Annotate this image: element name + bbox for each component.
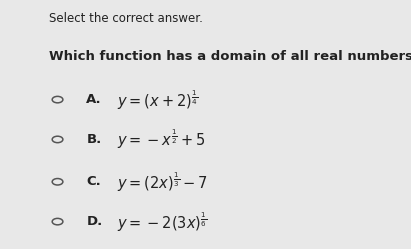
Text: D.: D. [86,215,103,228]
Text: Which function has a domain of all real numbers?: Which function has a domain of all real … [49,50,411,63]
Text: $y = (x + 2)^{\frac{1}{4}}$: $y = (x + 2)^{\frac{1}{4}}$ [117,88,198,112]
Text: C.: C. [86,175,101,188]
Text: A.: A. [86,93,102,106]
Text: $y = -x^{\frac{1}{2}} + 5$: $y = -x^{\frac{1}{2}} + 5$ [117,127,206,151]
Text: B.: B. [86,133,102,146]
Text: $y = -2(3x)^{\frac{1}{6}}$: $y = -2(3x)^{\frac{1}{6}}$ [117,210,208,234]
Text: $y = (2x)^{\frac{1}{3}} - 7$: $y = (2x)^{\frac{1}{3}} - 7$ [117,170,208,194]
Text: Select the correct answer.: Select the correct answer. [49,12,203,25]
